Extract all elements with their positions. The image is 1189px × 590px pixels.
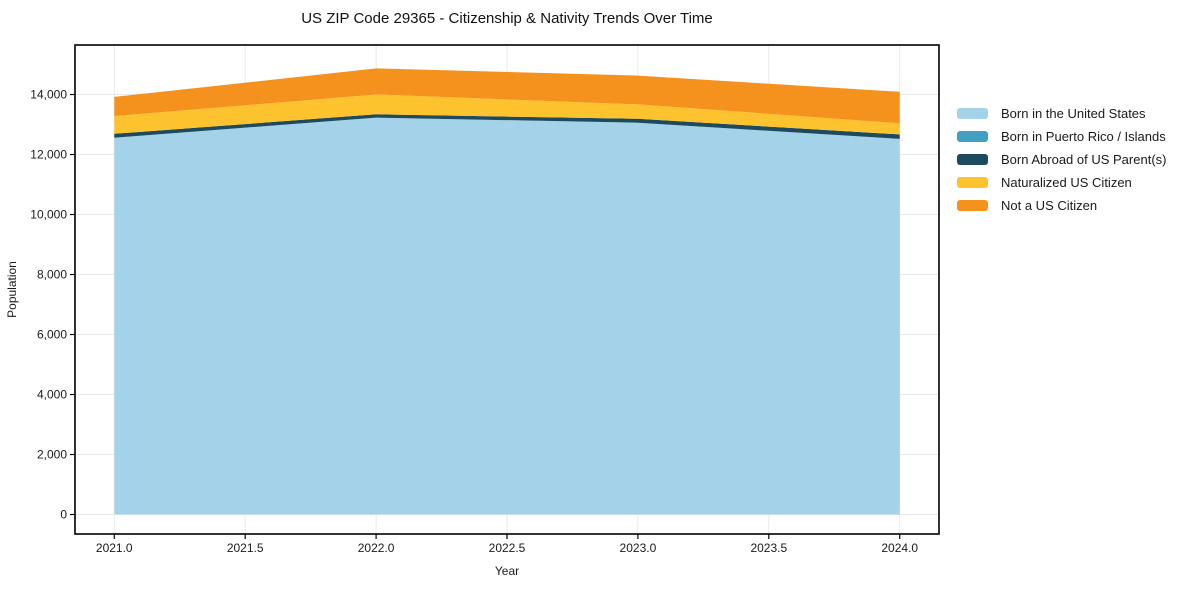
legend-label: Not a US Citizen [1001,198,1098,213]
x-tick-label: 2022.0 [358,541,395,555]
x-tick-label: 2022.5 [489,541,526,555]
x-tick-label: 2021.5 [227,541,264,555]
y-tick-label: 6,000 [37,328,67,342]
legend-item-4: Not a US Citizen [957,194,1166,217]
area-series-0 [114,117,900,515]
legend-label: Born Abroad of US Parent(s) [1001,152,1167,167]
legend-swatch [957,200,988,211]
y-axis-label: Population [5,261,19,318]
legend-item-1: Born in Puerto Rico / Islands [957,125,1166,148]
legend-swatch [957,177,988,188]
y-tick-label: 10,000 [30,208,67,222]
x-tick-label: 2024.0 [881,541,918,555]
legend-label: Born in the United States [1001,106,1146,121]
legend-swatch [957,131,988,142]
legend-item-3: Naturalized US Citizen [957,171,1166,194]
legend-swatch [957,154,988,165]
x-tick-label: 2023.0 [620,541,657,555]
y-tick-label: 12,000 [30,148,67,162]
x-axis-label: Year [495,564,519,578]
plot-area: 2021.0 2021.5 2022.0 2022.5 2023.0 2023.5 2024… [30,44,940,555]
legend-swatch [957,108,988,119]
x-tick-label: 2023.5 [750,541,787,555]
y-tick-label: 8,000 [37,268,67,282]
legend-item-0: Born in the United States [957,102,1166,125]
area-series-2 [114,114,900,139]
y-tick-label: 4,000 [37,388,67,402]
y-tick-label: 2,000 [37,448,67,462]
legend-item-2: Born Abroad of US Parent(s) [957,148,1166,171]
legend-label: Naturalized US Citizen [1001,175,1132,190]
area-series-4 [114,68,900,124]
x-tick-label: 2021.0 [96,541,133,555]
y-tick-label: 0 [60,508,67,522]
chart-title: US ZIP Code 29365 - Citizenship & Nativi… [301,10,713,27]
legend-label: Born in Puerto Rico / Islands [1001,129,1166,144]
area-series-3 [114,94,900,135]
y-tick-label: 14,000 [30,88,67,102]
legend: Born in the United States Born in Puerto … [957,102,1166,217]
